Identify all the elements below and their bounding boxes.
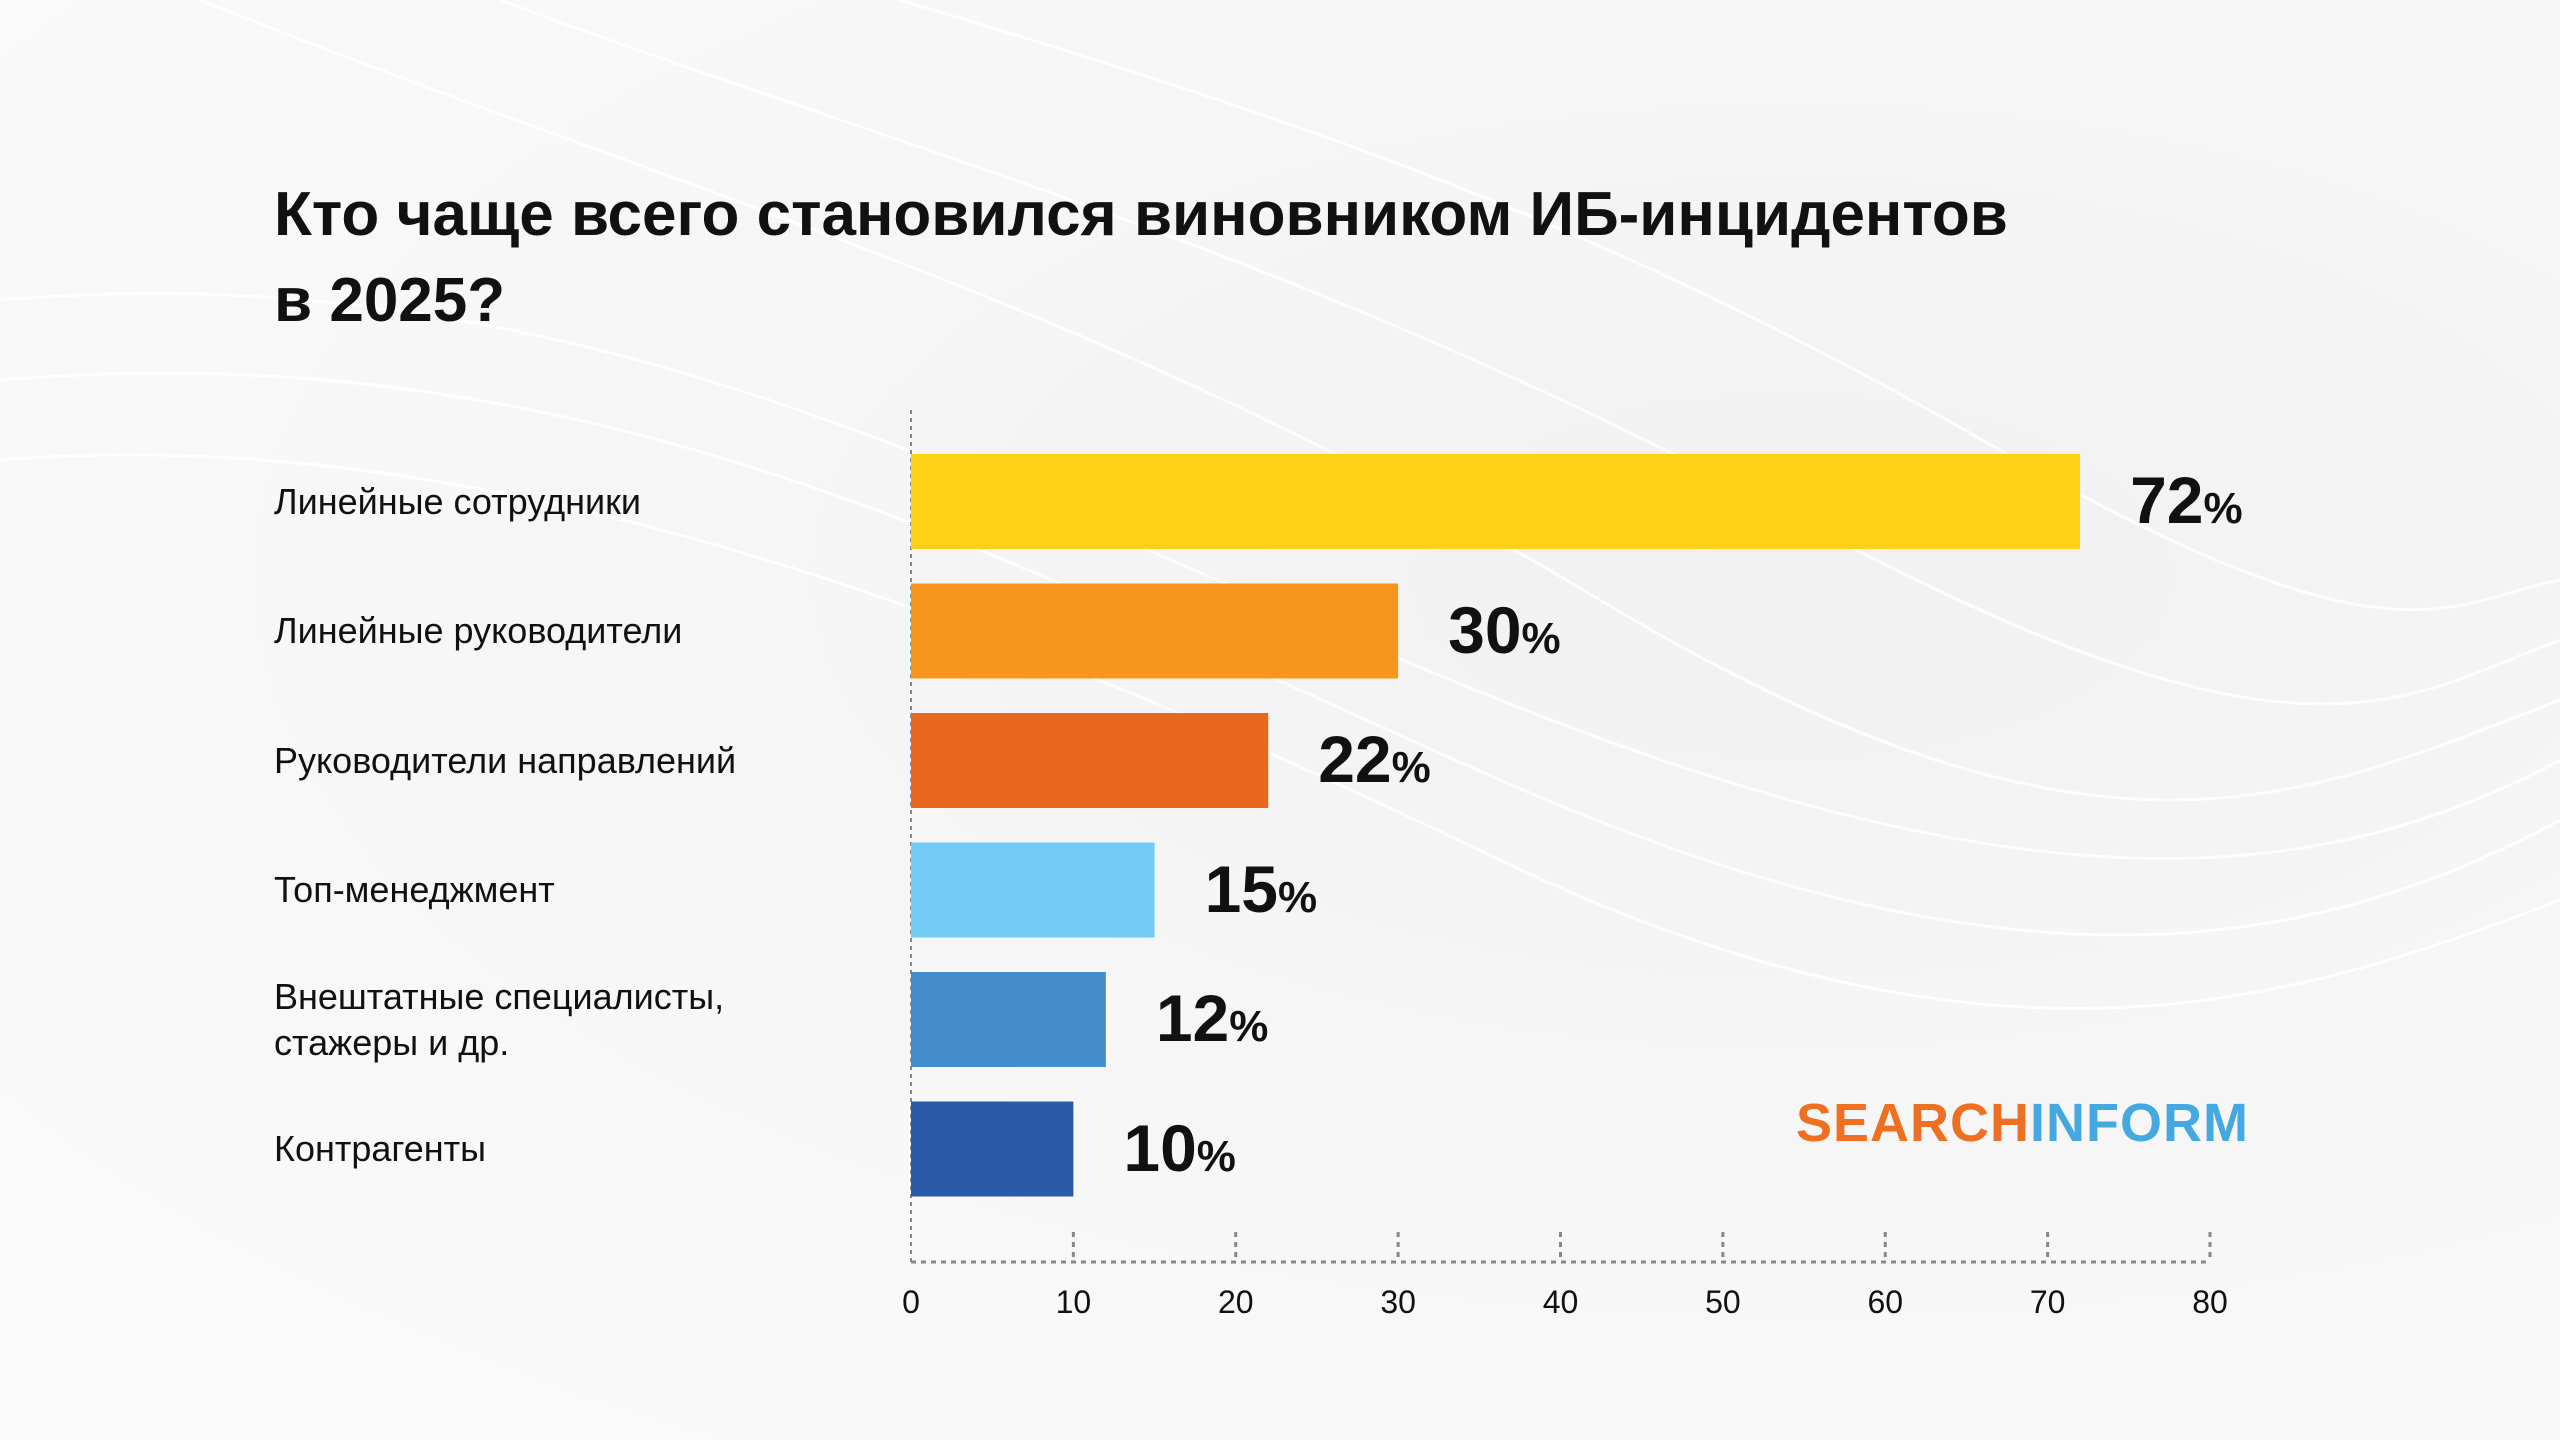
- data-label-unit: %: [1521, 613, 1561, 663]
- bar: [911, 1101, 1074, 1197]
- bar: [911, 454, 2081, 549]
- chart-title-line-2: в 2025?: [274, 266, 506, 335]
- data-label-unit: %: [1196, 1131, 1236, 1181]
- x-tick-label: 60: [1867, 1284, 1904, 1320]
- data-label-value: 12: [1155, 981, 1230, 1055]
- category-label-line: Топ-менеджмент: [274, 869, 555, 910]
- bar: [911, 713, 1269, 808]
- bar: [911, 972, 1106, 1067]
- chart-title-line-1: Кто чаще всего становился виновником ИБ-…: [274, 180, 2008, 249]
- category-label-line: Линейные руководители: [274, 610, 683, 651]
- category-label: Линейные руководители: [274, 608, 834, 654]
- x-tick-label: 80: [2192, 1284, 2228, 1320]
- category-label: Руководители направлений: [274, 738, 834, 784]
- data-label-unit: %: [1277, 872, 1318, 922]
- data-label: 10%: [1123, 1110, 1236, 1186]
- x-tick-label: 10: [1055, 1284, 1092, 1320]
- data-label-value: 15: [1204, 851, 1278, 926]
- x-tick-label: 40: [1542, 1284, 1579, 1320]
- bar: [911, 842, 1155, 938]
- logo-part-1: SEARCH: [1796, 1093, 2031, 1153]
- x-tick-label: 0: [902, 1284, 920, 1320]
- data-label: 30%: [1448, 592, 1561, 668]
- category-label-line: стажеры и др.: [274, 1021, 510, 1063]
- x-tick-label: 70: [2029, 1284, 2066, 1320]
- data-label-value: 72: [2130, 463, 2204, 537]
- category-label-line: Линейные сотрудники: [274, 480, 641, 522]
- category-label: Линейные сотрудники: [274, 479, 834, 525]
- category-label: Топ-менеджмент: [274, 867, 834, 913]
- data-label-value: 10: [1123, 1110, 1197, 1185]
- bar: [911, 583, 1399, 679]
- x-tick-label: 20: [1217, 1284, 1254, 1320]
- data-label-unit: %: [1229, 1002, 1269, 1051]
- x-tick-label: 30: [1380, 1284, 1416, 1320]
- x-tick-label: 50: [1705, 1284, 1741, 1320]
- chart-title: Кто чаще всего становился виновником ИБ-…: [274, 172, 2274, 344]
- searchinform-logo: SEARCHINFORM: [1796, 1092, 2249, 1154]
- logo-part-2: INFORM: [2030, 1093, 2249, 1153]
- data-label: 12%: [1156, 980, 1269, 1056]
- category-label: Контрагенты: [274, 1126, 834, 1172]
- data-label: 72%: [2130, 462, 2243, 538]
- data-label: 15%: [1205, 851, 1318, 927]
- category-label: Внештатные специалисты, стажеры и др.: [274, 974, 834, 1066]
- data-label: 22%: [1318, 721, 1431, 797]
- data-label-unit: %: [1391, 743, 1431, 792]
- category-label-line: Внештатные специалисты,: [274, 975, 725, 1017]
- data-label-value: 22: [1318, 722, 1392, 796]
- data-label-value: 30: [1448, 592, 1522, 667]
- data-label-unit: %: [2203, 484, 2243, 533]
- category-label-line: Контрагенты: [274, 1128, 487, 1169]
- category-label-line: Руководители направлений: [274, 739, 737, 781]
